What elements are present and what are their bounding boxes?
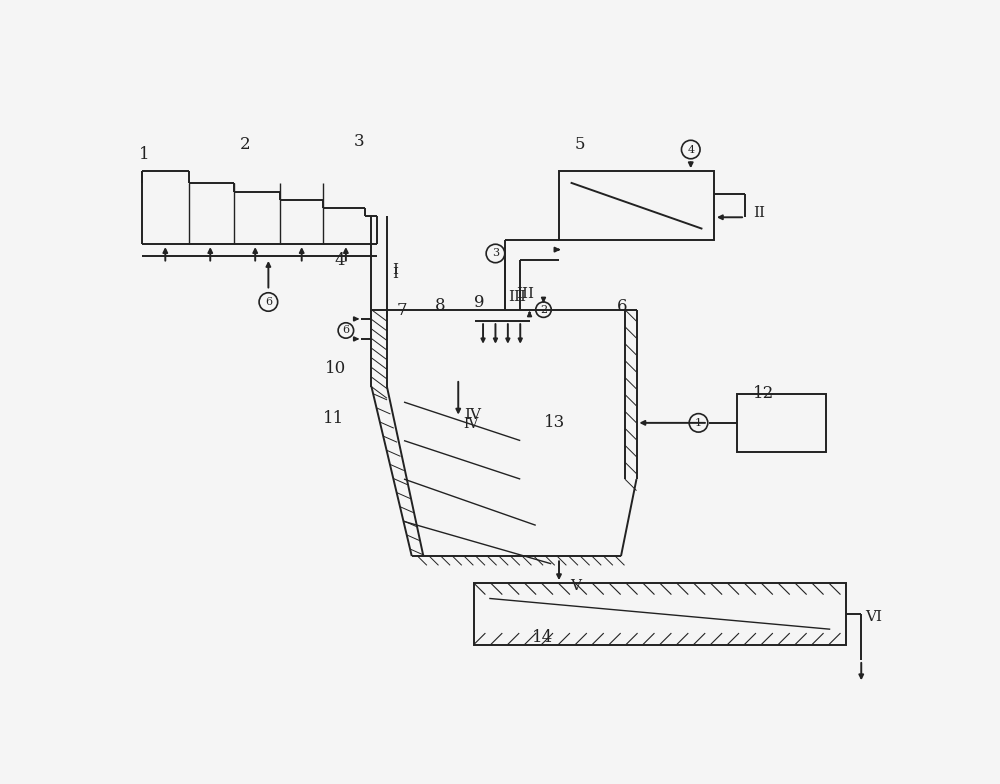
Text: 9: 9 — [474, 294, 484, 311]
Text: 3: 3 — [492, 249, 499, 259]
Text: V: V — [571, 579, 582, 593]
Text: I: I — [392, 263, 398, 278]
Bar — [559, 171, 714, 241]
Text: 6: 6 — [342, 325, 349, 336]
Text: 13: 13 — [544, 414, 565, 430]
Text: II: II — [753, 205, 765, 220]
Text: 6: 6 — [265, 297, 272, 307]
Text: 14: 14 — [532, 630, 553, 646]
Text: 8: 8 — [435, 296, 446, 314]
Text: 1: 1 — [139, 147, 150, 163]
Text: 5: 5 — [574, 136, 585, 154]
Text: 11: 11 — [323, 410, 344, 426]
Text: VI: VI — [865, 610, 882, 624]
Text: 4: 4 — [334, 252, 345, 269]
Text: 10: 10 — [325, 360, 346, 377]
Text: 6: 6 — [617, 298, 628, 315]
Bar — [474, 583, 846, 644]
Text: 12: 12 — [753, 385, 774, 402]
Text: IV: IV — [464, 408, 481, 423]
Text: 4: 4 — [687, 144, 694, 154]
Text: III: III — [509, 290, 527, 304]
Text: 1: 1 — [695, 418, 702, 428]
Bar — [737, 394, 826, 452]
Text: IV: IV — [464, 418, 479, 431]
Text: 7: 7 — [396, 302, 407, 319]
Text: 2: 2 — [240, 136, 250, 154]
Text: III: III — [516, 287, 534, 300]
Text: I: I — [392, 267, 398, 281]
Text: 2: 2 — [540, 305, 547, 314]
Text: 3: 3 — [354, 132, 364, 150]
